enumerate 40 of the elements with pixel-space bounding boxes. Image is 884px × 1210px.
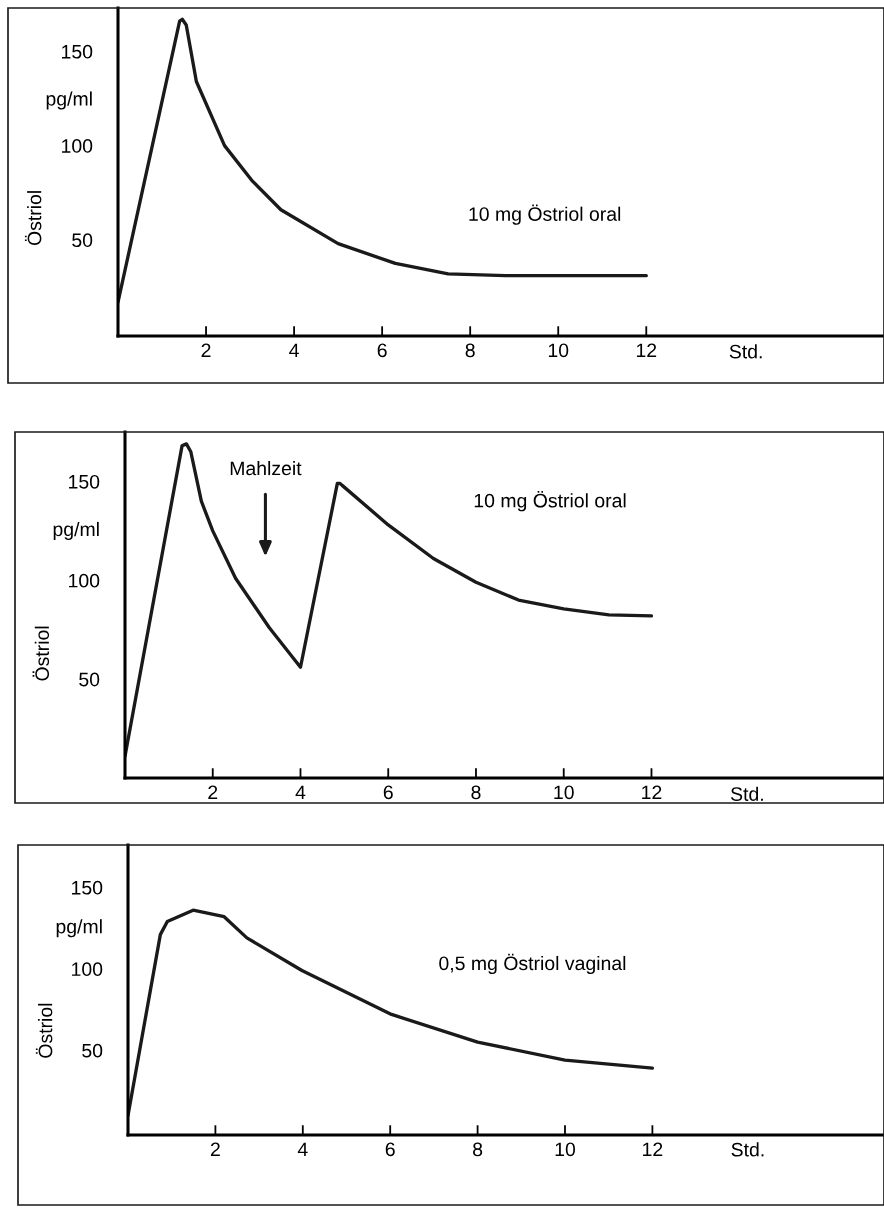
x-tick-label: 10 (554, 785, 574, 800)
x-tick-label: 12 (642, 785, 662, 800)
x-tick-label: 6 (385, 1142, 395, 1157)
annotation: 10 mg Östriol oral (469, 204, 621, 225)
x-tick-label: 10 (555, 1142, 576, 1157)
x-tick-label: 2 (210, 1142, 220, 1157)
y-tick-label: 100 (72, 962, 103, 977)
annotation: Mahlzeit (230, 461, 302, 476)
x-tick-label: 8 (473, 1142, 483, 1157)
annotation: 0,5 mg Östriol vaginal (439, 953, 626, 975)
x-tick-label: 2 (208, 785, 218, 800)
x-tick-label: 12 (636, 343, 657, 358)
x-axis-title: Std. (731, 1142, 764, 1157)
y-tick-label: 100 (69, 573, 100, 588)
y-tick-label: 50 (79, 672, 100, 687)
text: pg/ml (56, 919, 102, 938)
text: pg/ml (53, 521, 99, 541)
x-tick-label: 12 (643, 1142, 663, 1157)
x-tick-label: 6 (377, 343, 387, 358)
y-tick-label: 150 (62, 44, 93, 59)
y-tick-label: 150 (69, 474, 100, 489)
x-tick-label: 4 (297, 1142, 308, 1157)
y-axis-title: Östriol (35, 1003, 53, 1058)
x-tick-label: 8 (471, 785, 481, 800)
annotation: 10 mg Östriol oral (474, 491, 626, 512)
y-tick-label: 150 (72, 880, 103, 895)
y-tick-label: 100 (62, 139, 93, 153)
text: pg/ml (46, 91, 92, 110)
y-axis-title: Östriol (24, 191, 42, 246)
x-tick-label: 2 (201, 343, 211, 358)
x-tick-label: 4 (295, 785, 306, 800)
x-tick-label: 10 (548, 343, 569, 358)
x-tick-label: 4 (289, 343, 299, 358)
y-axis-title: Östriol (32, 626, 50, 681)
x-tick-label: 8 (465, 343, 475, 358)
x-axis-title: Std. (730, 786, 763, 801)
x-axis-title: Std. (729, 344, 762, 359)
y-tick-label: 50 (72, 233, 93, 248)
y-tick-label: 50 (82, 1043, 103, 1058)
x-tick-label: 6 (383, 785, 393, 800)
